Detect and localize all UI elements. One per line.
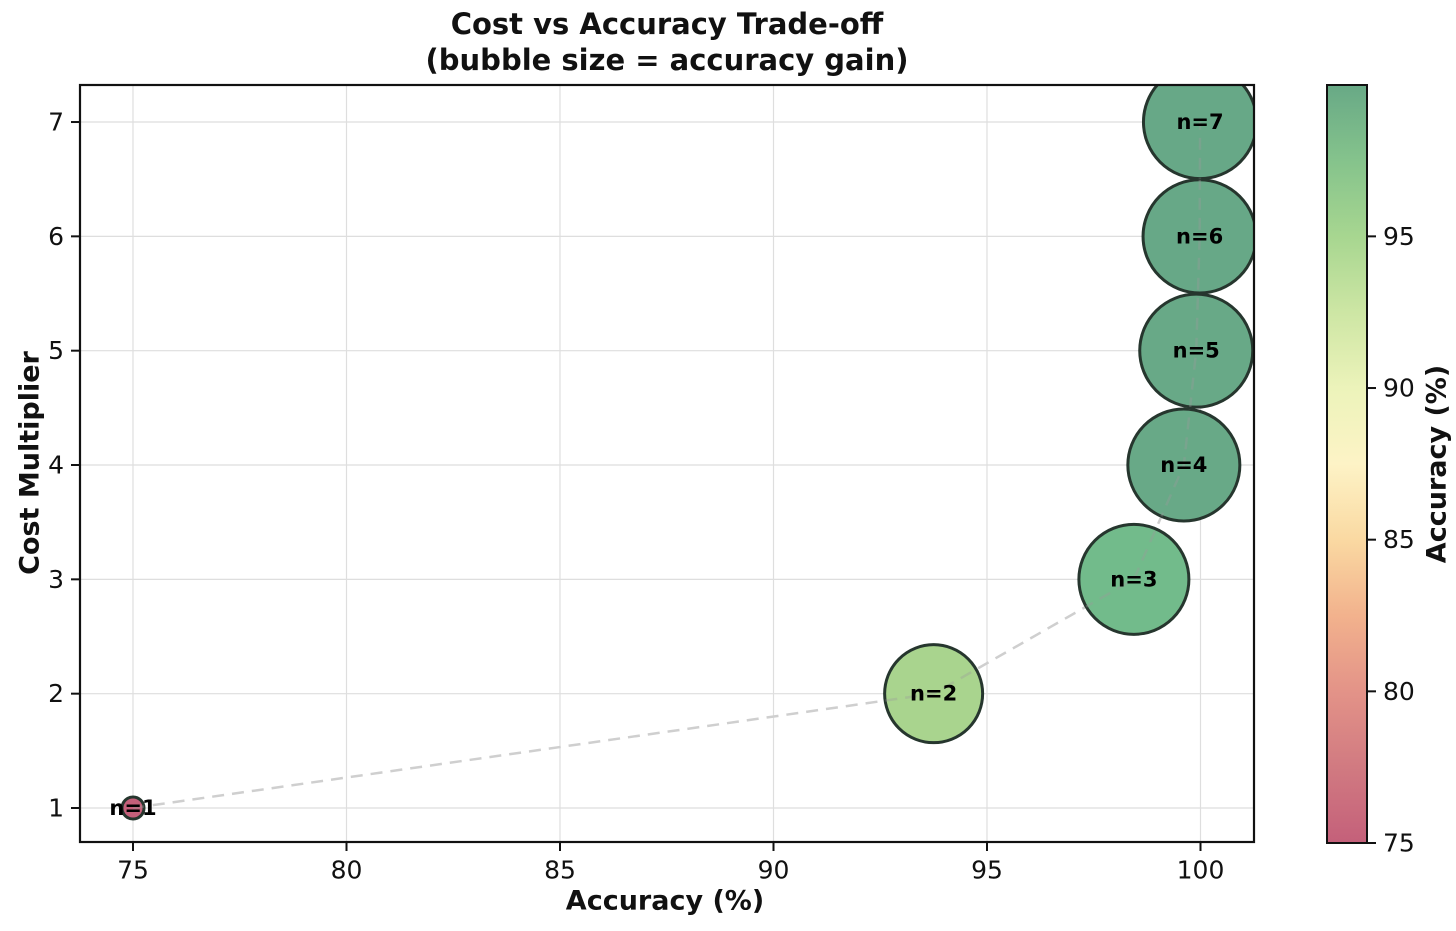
chart-title-line1: Cost vs Accuracy Trade-off bbox=[450, 7, 884, 41]
colorbar: 75 80 85 90 95 bbox=[1326, 84, 1415, 858]
bubbles-group bbox=[120, 85, 1254, 821]
colorbar-tick-label: 90 bbox=[1383, 374, 1415, 403]
colorbar-label: Accuracy (%) bbox=[1421, 364, 1453, 564]
bubble-label: n=1 bbox=[109, 796, 156, 820]
y-axis-label: Cost Multiplier bbox=[14, 351, 46, 575]
bubble-label: n=6 bbox=[1176, 224, 1223, 248]
colorbar-tick-label: 95 bbox=[1383, 222, 1415, 251]
bubble bbox=[1141, 85, 1254, 181]
bubble-label: n=4 bbox=[1160, 453, 1207, 477]
x-tick-label: 90 bbox=[758, 855, 790, 884]
colorbar-gradient bbox=[1327, 85, 1367, 843]
bubble bbox=[120, 795, 146, 821]
axes-spines bbox=[78, 83, 1256, 844]
y-tick-label: 1 bbox=[48, 794, 64, 823]
bubble-label: n=3 bbox=[1110, 567, 1157, 591]
y-tick-label: 3 bbox=[48, 565, 64, 594]
x-tick-label: 80 bbox=[331, 855, 363, 884]
bubble-labels-group: n=1 n=2 n=3 n=4 n=5 n=6 n=7 bbox=[109, 110, 1223, 820]
x-tick-label: 95 bbox=[971, 855, 1003, 884]
x-tick-label: 85 bbox=[544, 855, 576, 884]
bubble-label: n=2 bbox=[910, 682, 957, 706]
chart-title-line2: (bubble size = accuracy gain) bbox=[425, 43, 909, 77]
y-tick-label: 5 bbox=[48, 336, 64, 365]
colorbar-tick-label: 85 bbox=[1383, 525, 1415, 554]
y-tick-label: 4 bbox=[48, 451, 64, 480]
y-tick-label: 2 bbox=[48, 679, 64, 708]
bubble bbox=[883, 643, 985, 745]
y-tick-label: 6 bbox=[48, 222, 64, 251]
bubble-label: n=7 bbox=[1176, 110, 1223, 134]
colorbar-tick-label: 80 bbox=[1383, 677, 1415, 706]
trend-line-overlay bbox=[132, 122, 1202, 810]
axis-ticks: 75 80 85 90 95 100 1 2 3 4 5 6 7 bbox=[48, 108, 1224, 885]
bubble bbox=[1126, 407, 1242, 523]
chart-title: Cost vs Accuracy Trade-off (bubble size … bbox=[426, 6, 909, 78]
trend-line-overlay-group bbox=[132, 122, 1202, 810]
plot-border bbox=[78, 83, 1256, 844]
x-axis-label: Accuracy (%) bbox=[565, 885, 765, 917]
x-tick-label: 75 bbox=[117, 855, 149, 884]
x-tick-label: 100 bbox=[1177, 855, 1225, 884]
bubble-label: n=5 bbox=[1173, 339, 1220, 363]
grid-lines bbox=[80, 85, 1254, 842]
colorbar-border bbox=[1326, 84, 1368, 844]
y-tick-label: 7 bbox=[48, 108, 64, 137]
bubble bbox=[1077, 522, 1191, 636]
colorbar-tick-label: 75 bbox=[1383, 829, 1415, 858]
